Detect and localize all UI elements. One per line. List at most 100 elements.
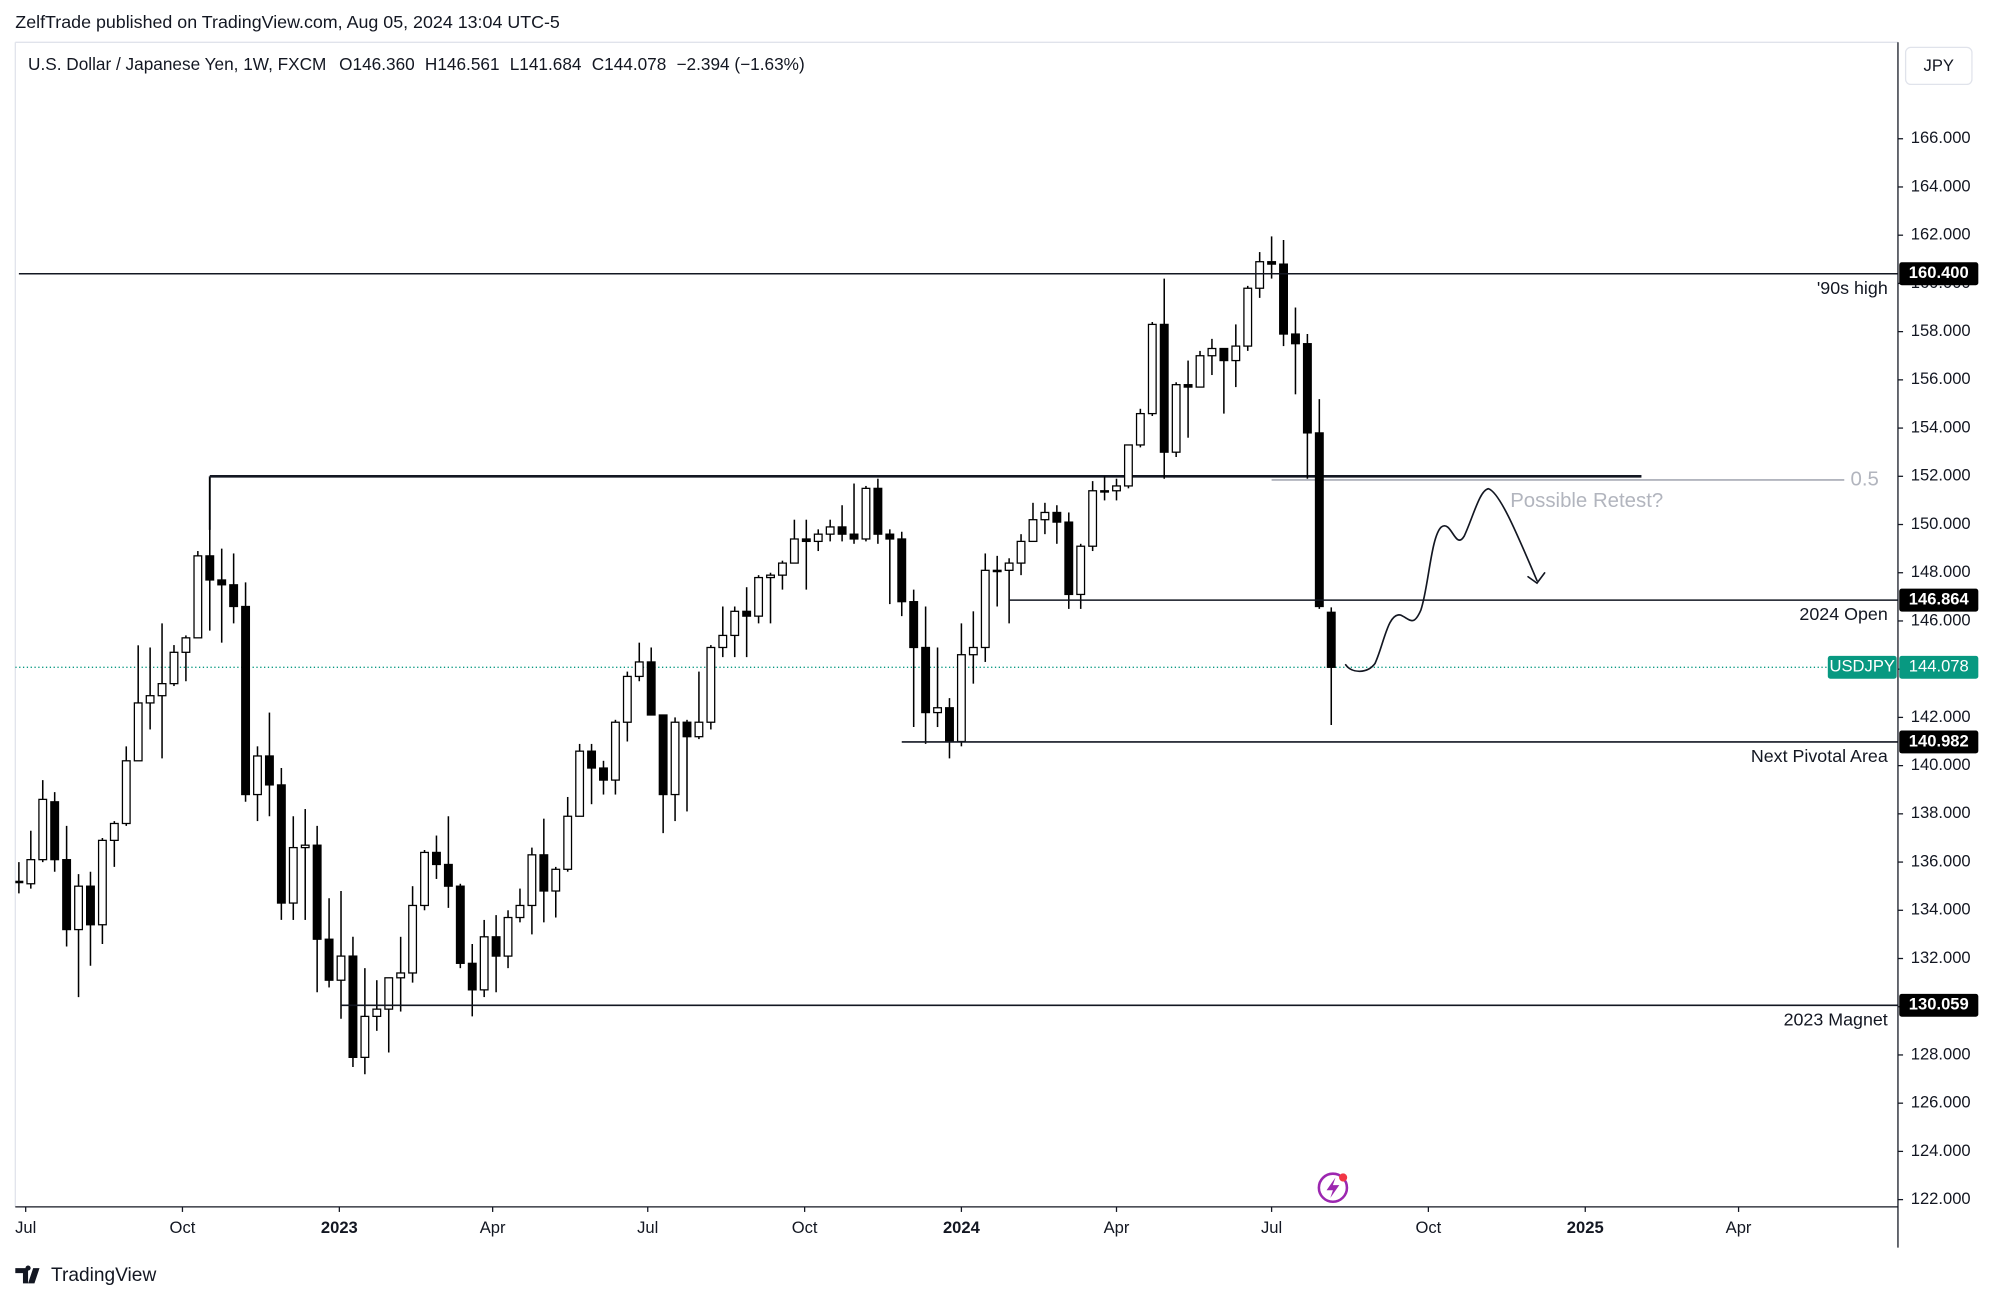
candle-body	[109, 822, 119, 842]
candle-body	[455, 885, 465, 964]
candle-body	[26, 859, 36, 885]
candle-body	[1326, 611, 1336, 668]
events-icon-dot[interactable]	[1339, 1173, 1348, 1182]
level-price-box	[1899, 730, 1979, 754]
candle-body	[443, 863, 453, 887]
candle-body	[1279, 263, 1288, 335]
candle-body	[527, 854, 537, 907]
candle-body	[909, 601, 919, 649]
x-tick-label: Oct	[170, 1218, 196, 1237]
brand-icon	[15, 1265, 40, 1284]
candle-body	[1040, 511, 1050, 521]
candle-body	[861, 487, 871, 540]
y-tick-label: 138.000	[1911, 803, 1971, 822]
x-tick-label: Jul	[1261, 1218, 1282, 1237]
candle-body	[491, 936, 501, 957]
y-tick-label: 136.000	[1911, 851, 1971, 870]
events-icon[interactable]	[1317, 1172, 1349, 1204]
symbol-label: USDJPY	[1830, 657, 1895, 676]
axes: 122.000124.000126.000128.000130.000132.0…	[15, 54, 1979, 1237]
y-tick-label: 146.000	[1911, 610, 1971, 629]
candle-body	[312, 844, 322, 940]
candle-body	[1088, 490, 1098, 547]
candle-body	[241, 605, 251, 796]
candle-body	[384, 977, 394, 1010]
candle-body	[86, 885, 95, 926]
candle-body	[38, 798, 48, 861]
projection-path	[1344, 487, 1538, 673]
x-tick-label: Apr	[480, 1218, 506, 1237]
candle-body	[300, 844, 310, 849]
y-tick-label: 126.000	[1911, 1093, 1971, 1112]
candle-body	[634, 661, 644, 678]
level-text: 2024 Open	[1799, 604, 1887, 624]
annotation: Possible Retest?	[1510, 490, 1663, 512]
y-tick-label: 162.000	[1911, 225, 1971, 244]
candle-body	[933, 707, 943, 714]
legend-value: L141.684	[510, 54, 582, 74]
level-price-box	[1899, 262, 1979, 286]
candle-body	[1028, 519, 1038, 543]
legend-value: C144.078	[592, 54, 667, 74]
candle-body	[264, 755, 274, 786]
candle-body	[1183, 384, 1193, 388]
candle-body	[610, 721, 620, 781]
candle-body	[324, 938, 334, 981]
candle-body	[1004, 562, 1014, 571]
y-tick-label: 134.000	[1911, 900, 1971, 919]
candle-body	[563, 815, 573, 870]
candle-body	[1231, 345, 1241, 362]
y-tick-label: 154.000	[1911, 417, 1971, 436]
currency-label[interactable]: JPY	[1924, 56, 1954, 75]
candle-body	[1267, 261, 1277, 265]
candle-body	[157, 683, 167, 697]
candle-body	[849, 533, 859, 540]
candle-body	[276, 784, 286, 904]
publisher-header: ZelfTrade published on TradingView.com, …	[15, 12, 560, 32]
level-price-label: 146.864	[1909, 590, 1970, 609]
candle-body	[1219, 347, 1229, 362]
candle-body	[730, 610, 740, 637]
x-tick-label: Jul	[15, 1218, 36, 1237]
level-price-label: 140.982	[1909, 731, 1969, 750]
plot-area	[15, 236, 1898, 1075]
y-tick-label: 166.000	[1911, 128, 1971, 147]
candle-body	[575, 750, 585, 817]
x-tick-label: Jul	[637, 1218, 658, 1237]
currency-button[interactable]	[1904, 46, 1973, 86]
candle-body	[1302, 343, 1312, 434]
candle-body	[587, 750, 597, 769]
x-tick-label: 2024	[943, 1218, 981, 1237]
candle-body	[885, 533, 895, 540]
level-price-box	[1899, 993, 1979, 1017]
candle-body	[288, 846, 298, 904]
x-tick-label: Oct	[792, 1218, 818, 1237]
candle-body	[1171, 384, 1181, 453]
y-tick-label: 150.000	[1911, 514, 1971, 533]
candle-body	[539, 854, 549, 892]
candle-body	[431, 851, 441, 866]
candle-body	[658, 714, 668, 796]
x-tick-label: Oct	[1415, 1218, 1441, 1237]
candle-body	[169, 651, 179, 685]
candle-body	[1195, 355, 1205, 388]
last-price-box	[1899, 655, 1979, 679]
candle-body	[74, 885, 84, 931]
events-icon-bolt[interactable]	[1326, 1177, 1340, 1198]
candle-body	[945, 707, 954, 743]
symbol-box	[1827, 655, 1897, 679]
y-tick-label: 156.000	[1911, 369, 1971, 388]
y-tick-label: 158.000	[1911, 321, 1971, 340]
brand-logo	[15, 1265, 40, 1284]
x-tick-label: Apr	[1726, 1218, 1752, 1237]
y-tick-label: 128.000	[1911, 1044, 1971, 1063]
candle-body	[694, 721, 704, 738]
candle-body	[706, 646, 716, 723]
candle-body	[813, 533, 823, 543]
candle-body	[789, 538, 799, 564]
candle-body	[873, 487, 883, 535]
y-tick-label: 148.000	[1911, 562, 1971, 581]
candle-body	[503, 916, 513, 957]
